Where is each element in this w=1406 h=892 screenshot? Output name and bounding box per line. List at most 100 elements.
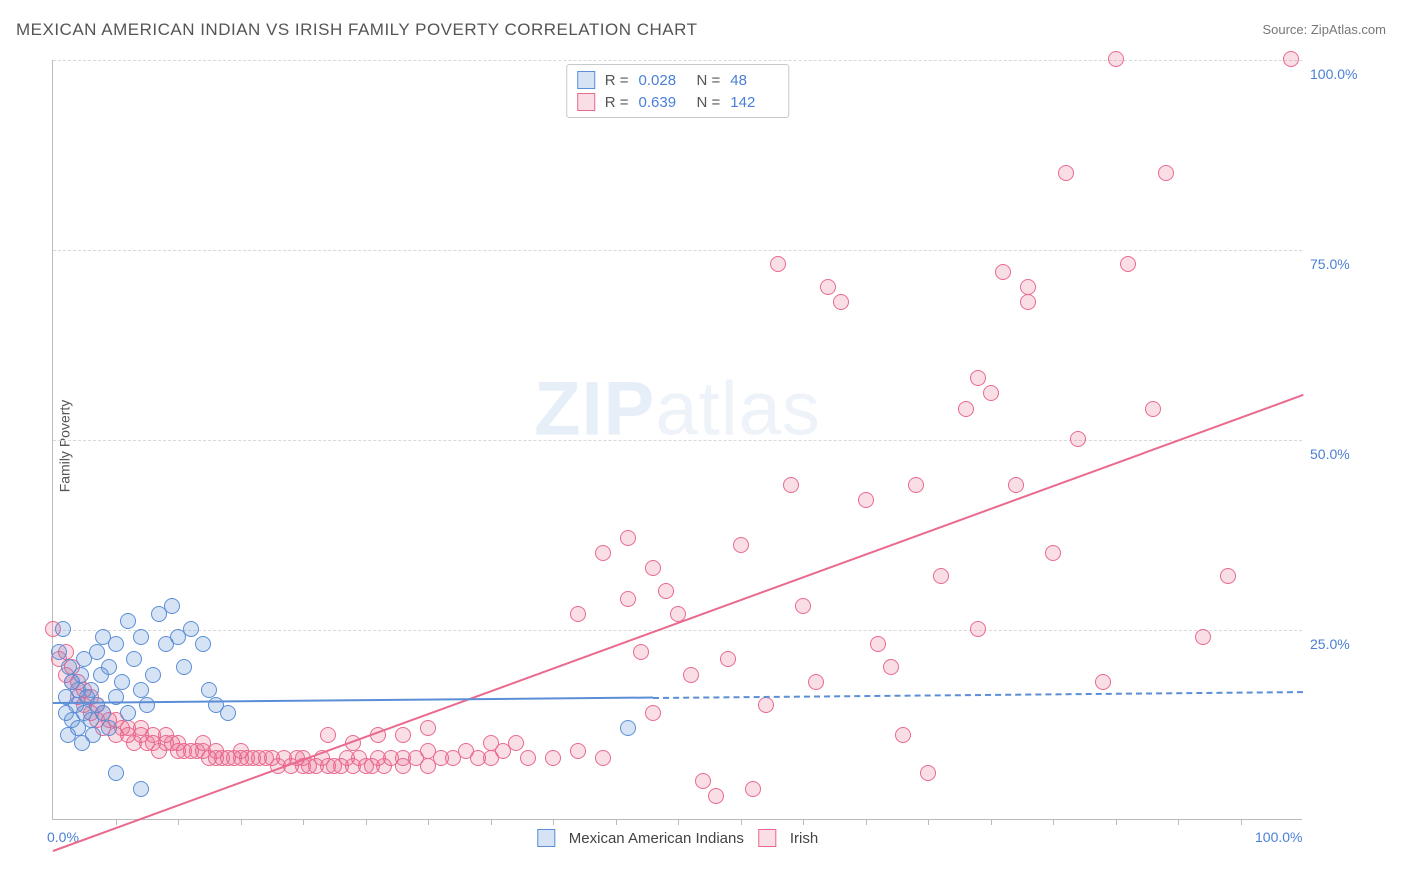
data-point bbox=[220, 705, 236, 721]
data-point bbox=[126, 651, 142, 667]
data-point bbox=[633, 644, 649, 660]
data-point bbox=[1108, 51, 1124, 67]
data-point bbox=[1070, 431, 1086, 447]
data-point bbox=[133, 682, 149, 698]
y-tick-label: 75.0% bbox=[1310, 256, 1380, 272]
x-tick bbox=[1178, 819, 1179, 825]
data-point bbox=[783, 477, 799, 493]
data-point bbox=[645, 705, 661, 721]
data-point bbox=[1058, 165, 1074, 181]
legend-swatch-blue bbox=[537, 829, 555, 847]
chart-container: MEXICAN AMERICAN INDIAN VS IRISH FAMILY … bbox=[0, 0, 1406, 892]
x-tick bbox=[303, 819, 304, 825]
data-point bbox=[139, 697, 155, 713]
plot-area: ZIPatlas R = 0.028 N = 48 R = 0.639 N = … bbox=[52, 60, 1302, 820]
x-tick bbox=[678, 819, 679, 825]
data-point bbox=[658, 583, 674, 599]
legend-stats-row-2: R = 0.639 N = 142 bbox=[577, 91, 779, 113]
data-point bbox=[958, 401, 974, 417]
data-point bbox=[145, 667, 161, 683]
data-point bbox=[51, 644, 67, 660]
legend-swatch-pink bbox=[577, 93, 595, 111]
x-tick bbox=[428, 819, 429, 825]
data-point bbox=[620, 720, 636, 736]
data-point bbox=[101, 720, 117, 736]
data-point bbox=[320, 727, 336, 743]
data-point bbox=[1095, 674, 1111, 690]
x-tick bbox=[1241, 819, 1242, 825]
data-point bbox=[733, 537, 749, 553]
data-point bbox=[1045, 545, 1061, 561]
data-point bbox=[183, 621, 199, 637]
legend-n-value-2: 142 bbox=[730, 94, 778, 111]
data-point bbox=[120, 705, 136, 721]
legend-stats-box: R = 0.028 N = 48 R = 0.639 N = 142 bbox=[566, 64, 790, 118]
data-point bbox=[933, 568, 949, 584]
data-point bbox=[508, 735, 524, 751]
x-tick bbox=[866, 819, 867, 825]
y-tick-label: 50.0% bbox=[1310, 446, 1380, 462]
x-tick bbox=[803, 819, 804, 825]
data-point bbox=[895, 727, 911, 743]
data-point bbox=[1020, 294, 1036, 310]
source-value: ZipAtlas.com bbox=[1311, 22, 1386, 37]
y-tick-label: 100.0% bbox=[1310, 66, 1380, 82]
legend-r-label: R = bbox=[605, 72, 629, 89]
legend-r-value-1: 0.028 bbox=[639, 72, 687, 89]
data-point bbox=[695, 773, 711, 789]
data-point bbox=[595, 750, 611, 766]
legend-series-2-label: Irish bbox=[790, 830, 818, 847]
chart-title: MEXICAN AMERICAN INDIAN VS IRISH FAMILY … bbox=[16, 20, 697, 40]
gridline bbox=[53, 250, 1302, 251]
x-tick bbox=[178, 819, 179, 825]
legend-series-box: Mexican American Indians Irish bbox=[537, 829, 818, 847]
x-tick bbox=[366, 819, 367, 825]
watermark-atlas: atlas bbox=[655, 367, 821, 452]
data-point bbox=[920, 765, 936, 781]
data-point bbox=[970, 621, 986, 637]
data-point bbox=[820, 279, 836, 295]
data-point bbox=[970, 370, 986, 386]
x-tick bbox=[991, 819, 992, 825]
x-tick-label: 100.0% bbox=[1255, 829, 1302, 845]
data-point bbox=[120, 613, 136, 629]
data-point bbox=[570, 743, 586, 759]
data-point bbox=[1120, 256, 1136, 272]
data-point bbox=[1020, 279, 1036, 295]
data-point bbox=[133, 781, 149, 797]
y-tick-label: 25.0% bbox=[1310, 636, 1380, 652]
data-point bbox=[164, 598, 180, 614]
data-point bbox=[883, 659, 899, 675]
data-point bbox=[545, 750, 561, 766]
legend-n-label: N = bbox=[697, 94, 721, 111]
x-tick bbox=[741, 819, 742, 825]
data-point bbox=[1158, 165, 1174, 181]
legend-r-value-2: 0.639 bbox=[639, 94, 687, 111]
data-point bbox=[620, 530, 636, 546]
data-point bbox=[795, 598, 811, 614]
data-point bbox=[89, 644, 105, 660]
data-point bbox=[833, 294, 849, 310]
data-point bbox=[85, 727, 101, 743]
x-tick bbox=[241, 819, 242, 825]
watermark-zip: ZIP bbox=[534, 367, 655, 452]
data-point bbox=[201, 682, 217, 698]
data-point bbox=[808, 674, 824, 690]
legend-n-value-1: 48 bbox=[730, 72, 778, 89]
legend-swatch-blue bbox=[577, 71, 595, 89]
data-point bbox=[1220, 568, 1236, 584]
data-point bbox=[1145, 401, 1161, 417]
data-point bbox=[114, 674, 130, 690]
gridline bbox=[53, 630, 1302, 631]
data-point bbox=[108, 636, 124, 652]
x-tick bbox=[1053, 819, 1054, 825]
x-tick bbox=[553, 819, 554, 825]
data-point bbox=[758, 697, 774, 713]
x-tick bbox=[928, 819, 929, 825]
data-point bbox=[745, 781, 761, 797]
trend-line-extrapolated bbox=[653, 691, 1303, 699]
x-tick bbox=[616, 819, 617, 825]
data-point bbox=[1008, 477, 1024, 493]
data-point bbox=[83, 682, 99, 698]
data-point bbox=[908, 477, 924, 493]
